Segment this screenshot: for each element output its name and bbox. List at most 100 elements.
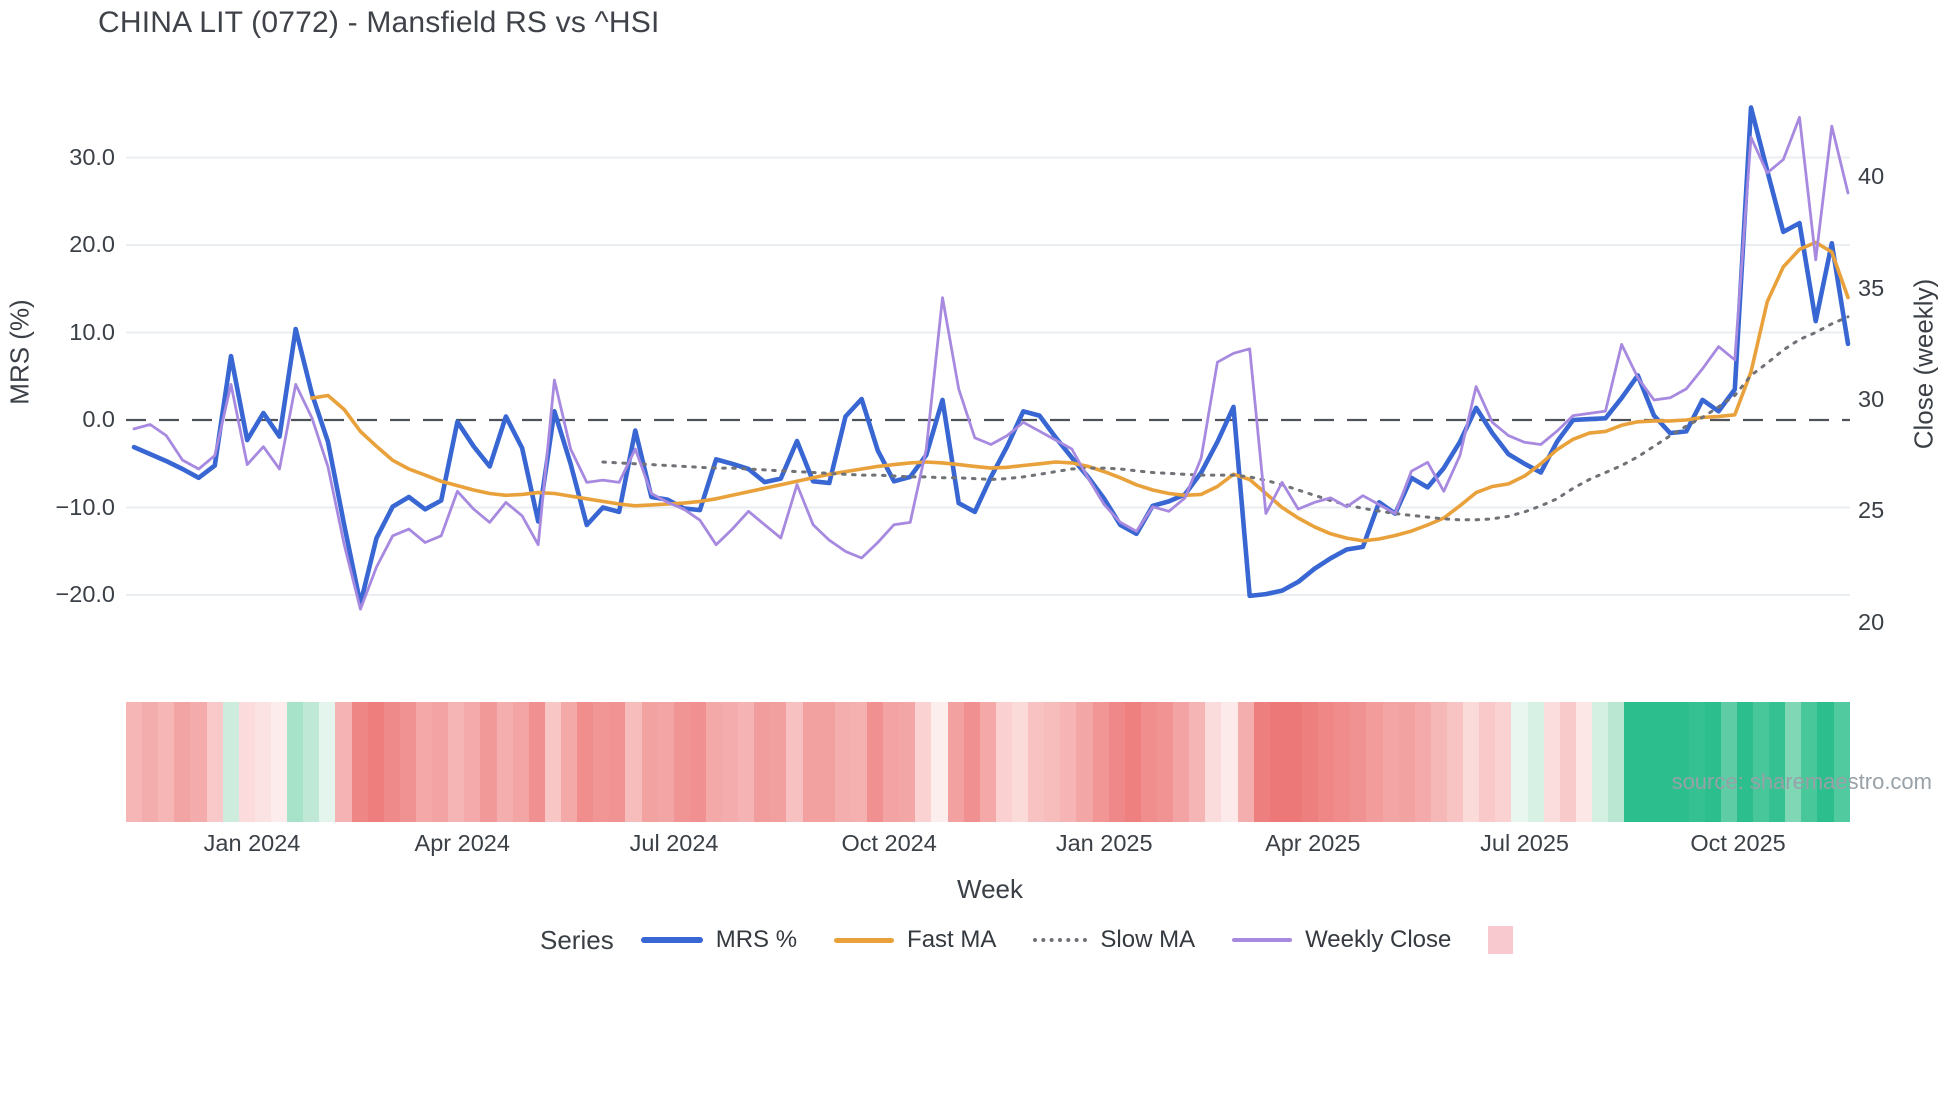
heatmap-cell-week-104 bbox=[1801, 702, 1818, 822]
heatmap-cell-week-79 bbox=[1398, 702, 1415, 822]
heatmap-cell-week-2 bbox=[158, 702, 175, 822]
x-tick-apr-2024: Apr 2024 bbox=[414, 830, 510, 856]
series-line-weekly-close bbox=[132, 115, 1850, 611]
heatmap-cell-week-71 bbox=[1269, 702, 1286, 822]
legend-item-fast-ma[interactable]: Fast MA bbox=[834, 926, 996, 954]
heatmap-cell-week-94 bbox=[1640, 702, 1657, 822]
legend-title: Series bbox=[540, 924, 614, 955]
heatmap-cell-week-20 bbox=[448, 702, 465, 822]
heatmap-cell-week-44 bbox=[834, 702, 851, 822]
heatmap-cell-week-74 bbox=[1318, 702, 1335, 822]
heatmap-cell-week-75 bbox=[1334, 702, 1351, 822]
heatmap-cell-week-103 bbox=[1785, 702, 1802, 822]
y-tick-left-0.0: 0.0 bbox=[82, 406, 115, 432]
legend-item-mrs[interactable]: MRS % bbox=[640, 926, 797, 954]
heatmap-cell-week-31 bbox=[625, 702, 642, 822]
heatmap-cell-week-105 bbox=[1817, 702, 1834, 822]
y-tick-left-10.0: 10.0 bbox=[69, 318, 115, 345]
heatmap-cell-week-41 bbox=[786, 702, 803, 822]
legend-item-heatmap[interactable] bbox=[1488, 926, 1514, 954]
series-line-mrs- bbox=[131, 105, 1851, 607]
heatmap-cell-week-69 bbox=[1237, 702, 1254, 822]
heatmap-cell-week-96 bbox=[1672, 702, 1689, 822]
heatmap-cell-week-11 bbox=[303, 702, 320, 822]
y-tick-left-−10.0: −10.0 bbox=[55, 493, 115, 520]
heatmap-cell-week-65 bbox=[1173, 702, 1190, 822]
heatmap-cell-week-5 bbox=[206, 702, 223, 822]
heatmap-cell-week-93 bbox=[1624, 702, 1641, 822]
heatmap-cell-week-51 bbox=[947, 702, 964, 822]
heatmap-cell-week-24 bbox=[512, 702, 529, 822]
heatmap-cell-week-37 bbox=[722, 702, 739, 822]
heatmap-cell-week-22 bbox=[480, 702, 497, 822]
heatmap-cell-week-8 bbox=[254, 702, 271, 822]
series-line-slow-ma bbox=[601, 315, 1850, 522]
fast-ma-line-swatch-icon bbox=[834, 937, 895, 943]
legend-label-weekly-close: Weekly Close bbox=[1305, 926, 1452, 953]
heatmap-cell-week-85 bbox=[1495, 702, 1512, 822]
heatmap-cell-week-68 bbox=[1221, 702, 1238, 822]
heatmap-cell-week-59 bbox=[1076, 702, 1093, 822]
y-tick-right-30: 30 bbox=[1858, 386, 1885, 412]
heatmap-cell-week-89 bbox=[1559, 702, 1576, 822]
heatmap-cell-week-81 bbox=[1430, 702, 1447, 822]
y-tick-right-40: 40 bbox=[1858, 163, 1885, 190]
x-tick-jan-2025: Jan 2025 bbox=[1055, 830, 1153, 856]
heatmap-cell-week-62 bbox=[1124, 702, 1141, 822]
heatmap-cell-week-99 bbox=[1720, 702, 1737, 822]
heatmap-cell-week-1 bbox=[142, 702, 159, 822]
x-tick-oct-2025: Oct 2025 bbox=[1690, 830, 1786, 856]
heatmap-cell-week-29 bbox=[593, 702, 610, 822]
heatmap-swatch-icon bbox=[1488, 926, 1514, 954]
heatmap-cell-week-87 bbox=[1527, 702, 1544, 822]
heatmap-cell-week-106 bbox=[1833, 702, 1850, 822]
heatmap-cell-week-45 bbox=[850, 702, 868, 822]
heatmap-cell-week-0 bbox=[126, 702, 143, 822]
heatmap-cell-week-49 bbox=[915, 702, 932, 822]
heatmap-cell-week-4 bbox=[190, 702, 207, 822]
heatmap-cell-week-34 bbox=[673, 702, 690, 822]
heatmap-cell-week-6 bbox=[222, 702, 239, 822]
heatmap-cell-week-56 bbox=[1028, 702, 1045, 822]
heatmap-cell-week-66 bbox=[1189, 702, 1206, 822]
x-axis-title: Week bbox=[957, 874, 1023, 904]
heatmap-cell-week-67 bbox=[1205, 702, 1222, 822]
x-tick-oct-2024: Oct 2024 bbox=[841, 830, 937, 856]
legend-item-slow-ma[interactable]: Slow MA bbox=[1033, 926, 1195, 954]
heatmap-cell-week-91 bbox=[1591, 702, 1609, 822]
y-tick-left-30.0: 30.0 bbox=[69, 143, 115, 170]
heatmap-cell-week-3 bbox=[174, 702, 191, 822]
heatmap-cell-week-39 bbox=[754, 702, 771, 822]
heatmap-cell-week-52 bbox=[963, 702, 980, 822]
heatmap-cell-week-92 bbox=[1608, 702, 1625, 822]
heatmap-cell-week-10 bbox=[287, 702, 304, 822]
heatmap-cell-week-13 bbox=[335, 702, 352, 822]
heatmap-cell-week-30 bbox=[609, 702, 626, 822]
heatmap-cell-week-33 bbox=[657, 702, 674, 822]
heatmap-cell-week-95 bbox=[1656, 702, 1673, 822]
heatmap-cell-week-21 bbox=[464, 702, 481, 822]
y-tick-left-20.0: 20.0 bbox=[69, 231, 115, 257]
x-tick-jul-2024: Jul 2024 bbox=[629, 830, 719, 856]
heatmap-cell-week-88 bbox=[1543, 702, 1560, 822]
heatmap-cell-week-12 bbox=[319, 702, 336, 822]
heatmap-cell-week-90 bbox=[1575, 702, 1592, 822]
heatmap-cell-week-18 bbox=[415, 702, 433, 822]
heatmap-cell-week-101 bbox=[1753, 702, 1770, 822]
heatmap-cell-week-84 bbox=[1479, 702, 1496, 822]
heatmap-cell-week-55 bbox=[1012, 702, 1029, 822]
heatmap-cell-week-54 bbox=[995, 702, 1013, 822]
y-tick-right-25: 25 bbox=[1858, 497, 1885, 524]
heatmap-cell-week-57 bbox=[1044, 702, 1061, 822]
legend-label-fast-ma: Fast MA bbox=[907, 926, 997, 953]
slow-ma-dotted-swatch-icon bbox=[1033, 938, 1088, 942]
x-tick-jul-2025: Jul 2025 bbox=[1480, 830, 1570, 856]
heatmap-cell-week-9 bbox=[270, 702, 288, 822]
y-tick-right-35: 35 bbox=[1858, 274, 1885, 301]
heatmap-cell-week-63 bbox=[1140, 702, 1157, 822]
heatmap-cell-week-28 bbox=[577, 702, 594, 822]
heatmap-cell-week-83 bbox=[1463, 702, 1480, 822]
heatmap-strip bbox=[126, 702, 1850, 822]
legend-item-weekly-close[interactable]: Weekly Close bbox=[1232, 926, 1451, 954]
heatmap-cell-week-25 bbox=[528, 702, 545, 822]
